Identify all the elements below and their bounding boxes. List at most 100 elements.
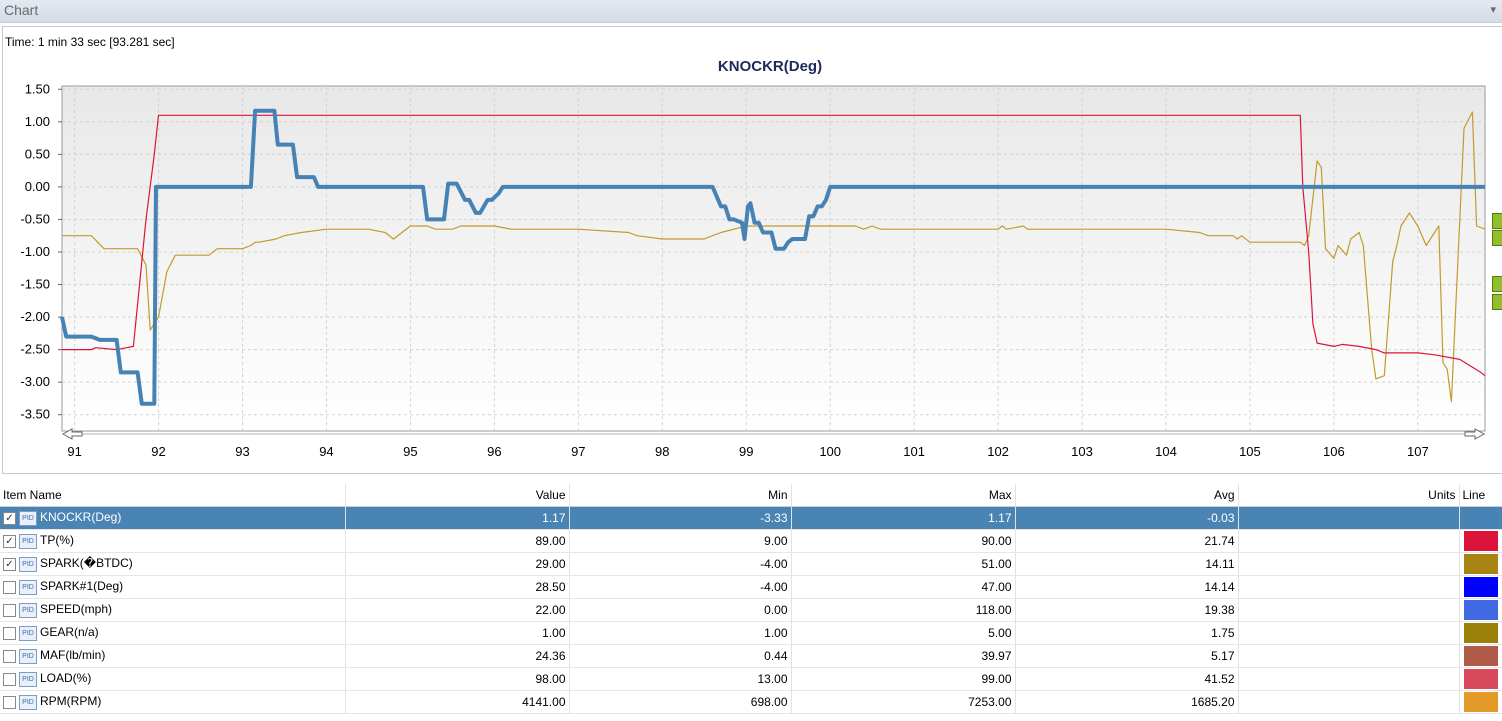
item-min: 0.00 bbox=[569, 598, 792, 622]
chart-plot[interactable]: 1.50 1.00 0.50 0.00 -0.50 -1.00 -1.50 -2.00 -2.5… bbox=[0, 0, 1502, 480]
item-avg: 1.75 bbox=[1015, 621, 1239, 645]
col-max[interactable]: Max bbox=[791, 484, 1016, 507]
table-row[interactable]: ✓ PID KNOCKR(Deg) 1.17 -3.33 1.17 -0.03 bbox=[0, 506, 1502, 530]
col-avg[interactable]: Avg bbox=[1015, 484, 1239, 507]
y-tick-label: -3.00 bbox=[20, 374, 50, 389]
item-max: 1.17 bbox=[791, 506, 1016, 530]
x-tick-label: 91 bbox=[67, 444, 81, 459]
item-max: 39.97 bbox=[791, 644, 1016, 668]
item-line-color[interactable] bbox=[1459, 598, 1502, 622]
item-units bbox=[1238, 552, 1460, 576]
item-avg: 19.38 bbox=[1015, 598, 1239, 622]
item-line-color[interactable] bbox=[1459, 621, 1502, 645]
y-tick-label: -2.00 bbox=[20, 309, 50, 324]
item-units bbox=[1238, 506, 1460, 530]
item-name: SPARK(�BTDC) bbox=[40, 556, 133, 571]
scroll-right-icon[interactable] bbox=[1464, 428, 1486, 440]
item-min: -3.33 bbox=[569, 506, 792, 530]
line-color-swatch[interactable] bbox=[1463, 531, 1498, 551]
pid-icon: PID bbox=[19, 602, 37, 618]
pid-icon: PID bbox=[19, 533, 37, 549]
item-value: 98.00 bbox=[345, 667, 570, 691]
item-checkbox[interactable] bbox=[3, 649, 16, 663]
item-checkbox[interactable] bbox=[3, 603, 16, 617]
series-line-0[interactable] bbox=[60, 108, 1485, 406]
x-tick-label: 98 bbox=[655, 444, 669, 459]
item-checkbox[interactable]: ✓ bbox=[3, 557, 16, 571]
item-name: LOAD(%) bbox=[40, 671, 92, 686]
col-units[interactable]: Units bbox=[1238, 484, 1460, 507]
pin-icon[interactable]: ▾ bbox=[1490, 4, 1496, 16]
item-line-color[interactable] bbox=[1459, 552, 1502, 576]
scroll-left-icon[interactable] bbox=[61, 428, 83, 440]
item-name: GEAR(n/a) bbox=[40, 625, 99, 640]
x-tick-label: 100 bbox=[819, 444, 841, 459]
table-row[interactable]: ✓ PID SPARK(�BTDC) 29.00 -4.00 51.00 14.11 bbox=[0, 552, 1502, 576]
range-handle-icon[interactable] bbox=[1492, 276, 1502, 292]
table-row[interactable]: PID SPEED(mph) 22.00 0.00 118.00 19.38 bbox=[0, 598, 1502, 622]
item-name: RPM(RPM) bbox=[40, 694, 102, 709]
item-max: 7253.00 bbox=[791, 690, 1016, 714]
y-tick-label: -1.50 bbox=[20, 277, 50, 292]
series-line-1[interactable] bbox=[62, 114, 1486, 377]
item-units bbox=[1238, 598, 1460, 622]
item-avg: 14.14 bbox=[1015, 575, 1239, 599]
col-min[interactable]: Min bbox=[569, 484, 792, 507]
col-line[interactable]: Line bbox=[1459, 484, 1502, 507]
item-value: 89.00 bbox=[345, 529, 570, 553]
time-label: Time: 1 min 33 sec [93.281 sec] bbox=[5, 35, 175, 49]
col-item-name[interactable]: Item Name bbox=[0, 484, 346, 507]
item-name: SPEED(mph) bbox=[40, 602, 113, 617]
item-name: SPARK#1(Deg) bbox=[40, 579, 124, 594]
x-tick-label: 106 bbox=[1323, 444, 1345, 459]
x-tick-label: 105 bbox=[1239, 444, 1261, 459]
item-name: TP(%) bbox=[40, 533, 74, 548]
pid-icon: PID bbox=[19, 510, 37, 526]
item-checkbox[interactable] bbox=[3, 626, 16, 640]
item-units bbox=[1238, 690, 1460, 714]
series-line-2[interactable] bbox=[62, 111, 1486, 403]
item-max: 5.00 bbox=[791, 621, 1016, 645]
window-title: Chart bbox=[4, 2, 39, 18]
x-tick-label: 95 bbox=[403, 444, 417, 459]
table-row[interactable]: PID SPARK#1(Deg) 28.50 -4.00 47.00 14.14 bbox=[0, 575, 1502, 599]
line-color-swatch[interactable] bbox=[1463, 600, 1498, 620]
table-row[interactable]: PID MAF(lb/min) 24.36 0.44 39.97 5.17 bbox=[0, 644, 1502, 668]
table-row[interactable]: ✓ PID TP(%) 89.00 9.00 90.00 21.74 bbox=[0, 529, 1502, 553]
range-handle-icon[interactable] bbox=[1492, 294, 1502, 310]
line-color-swatch[interactable] bbox=[1463, 669, 1498, 689]
table-row[interactable]: PID GEAR(n/a) 1.00 1.00 5.00 1.75 bbox=[0, 621, 1502, 645]
item-checkbox[interactable]: ✓ bbox=[3, 511, 16, 525]
item-line-color[interactable] bbox=[1459, 690, 1502, 714]
range-handle-icon[interactable] bbox=[1492, 213, 1502, 229]
item-checkbox[interactable]: ✓ bbox=[3, 534, 16, 548]
item-checkbox[interactable] bbox=[3, 672, 16, 686]
line-color-swatch[interactable] bbox=[1463, 646, 1498, 666]
table-row[interactable]: PID LOAD(%) 98.00 13.00 99.00 41.52 bbox=[0, 667, 1502, 691]
range-handle-icon[interactable] bbox=[1492, 230, 1502, 246]
x-tick-label: 96 bbox=[487, 444, 501, 459]
pid-icon: PID bbox=[19, 648, 37, 664]
item-line-color[interactable] bbox=[1459, 644, 1502, 668]
item-avg: 5.17 bbox=[1015, 644, 1239, 668]
table-row[interactable]: PID RPM(RPM) 4141.00 698.00 7253.00 1685.20 bbox=[0, 690, 1502, 714]
table-header-row: Item Name Value Min Max Avg Units Line bbox=[0, 484, 1502, 507]
window-titlebar: Chart ▾ bbox=[0, 0, 1502, 23]
col-value[interactable]: Value bbox=[345, 484, 570, 507]
item-checkbox[interactable] bbox=[3, 695, 16, 709]
line-color-swatch[interactable] bbox=[1463, 508, 1498, 528]
item-name: KNOCKR(Deg) bbox=[40, 510, 122, 525]
item-line-color[interactable] bbox=[1459, 575, 1502, 599]
x-tick-label: 99 bbox=[739, 444, 753, 459]
item-min: -4.00 bbox=[569, 552, 792, 576]
item-line-color[interactable] bbox=[1459, 506, 1502, 530]
line-color-swatch[interactable] bbox=[1463, 623, 1498, 643]
line-color-swatch[interactable] bbox=[1463, 692, 1498, 712]
item-table: Item Name Value Min Max Avg Units Line ✓… bbox=[0, 484, 1502, 721]
item-line-color[interactable] bbox=[1459, 529, 1502, 553]
item-line-color[interactable] bbox=[1459, 667, 1502, 691]
item-max: 51.00 bbox=[791, 552, 1016, 576]
line-color-swatch[interactable] bbox=[1463, 577, 1498, 597]
item-checkbox[interactable] bbox=[3, 580, 16, 594]
line-color-swatch[interactable] bbox=[1463, 554, 1498, 574]
